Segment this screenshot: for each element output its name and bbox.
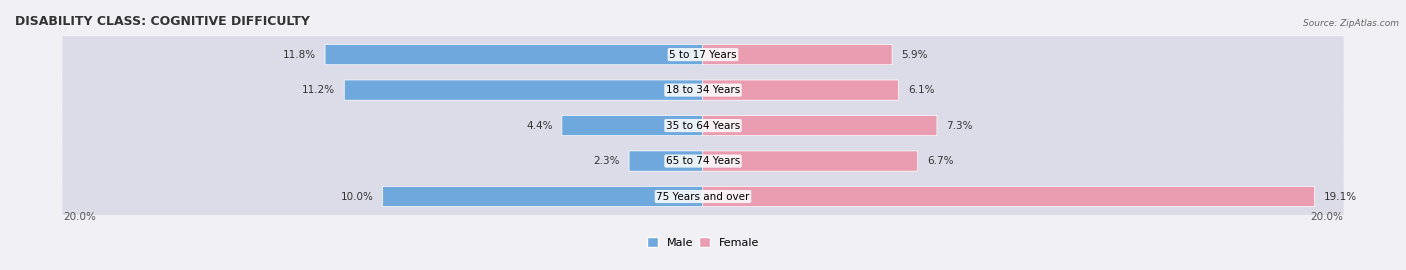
FancyBboxPatch shape [62, 178, 1344, 215]
Text: 20.0%: 20.0% [1310, 212, 1343, 222]
Text: 5.9%: 5.9% [901, 50, 928, 60]
FancyBboxPatch shape [628, 151, 703, 171]
Text: 35 to 64 Years: 35 to 64 Years [666, 121, 740, 131]
Text: 6.7%: 6.7% [927, 156, 953, 166]
Text: Source: ZipAtlas.com: Source: ZipAtlas.com [1303, 19, 1399, 28]
Text: 10.0%: 10.0% [340, 191, 374, 201]
Text: 2.3%: 2.3% [593, 156, 620, 166]
Text: 6.1%: 6.1% [908, 85, 935, 95]
Text: DISABILITY CLASS: COGNITIVE DIFFICULTY: DISABILITY CLASS: COGNITIVE DIFFICULTY [15, 15, 309, 28]
Text: 19.1%: 19.1% [1324, 191, 1357, 201]
FancyBboxPatch shape [703, 186, 1315, 207]
FancyBboxPatch shape [62, 143, 1344, 180]
Text: 4.4%: 4.4% [526, 121, 553, 131]
FancyBboxPatch shape [62, 107, 1344, 144]
FancyBboxPatch shape [344, 80, 703, 100]
FancyBboxPatch shape [703, 80, 898, 100]
Text: 18 to 34 Years: 18 to 34 Years [666, 85, 740, 95]
FancyBboxPatch shape [62, 72, 1344, 109]
FancyBboxPatch shape [703, 45, 893, 65]
Text: 75 Years and over: 75 Years and over [657, 191, 749, 201]
Text: 5 to 17 Years: 5 to 17 Years [669, 50, 737, 60]
FancyBboxPatch shape [382, 186, 703, 207]
FancyBboxPatch shape [703, 151, 918, 171]
Legend: Male, Female: Male, Female [643, 233, 763, 253]
Text: 11.8%: 11.8% [283, 50, 316, 60]
Text: 11.2%: 11.2% [302, 85, 335, 95]
FancyBboxPatch shape [562, 116, 703, 136]
FancyBboxPatch shape [62, 36, 1344, 73]
FancyBboxPatch shape [325, 45, 703, 65]
Text: 7.3%: 7.3% [946, 121, 973, 131]
Text: 20.0%: 20.0% [63, 212, 96, 222]
FancyBboxPatch shape [703, 116, 936, 136]
Text: 65 to 74 Years: 65 to 74 Years [666, 156, 740, 166]
